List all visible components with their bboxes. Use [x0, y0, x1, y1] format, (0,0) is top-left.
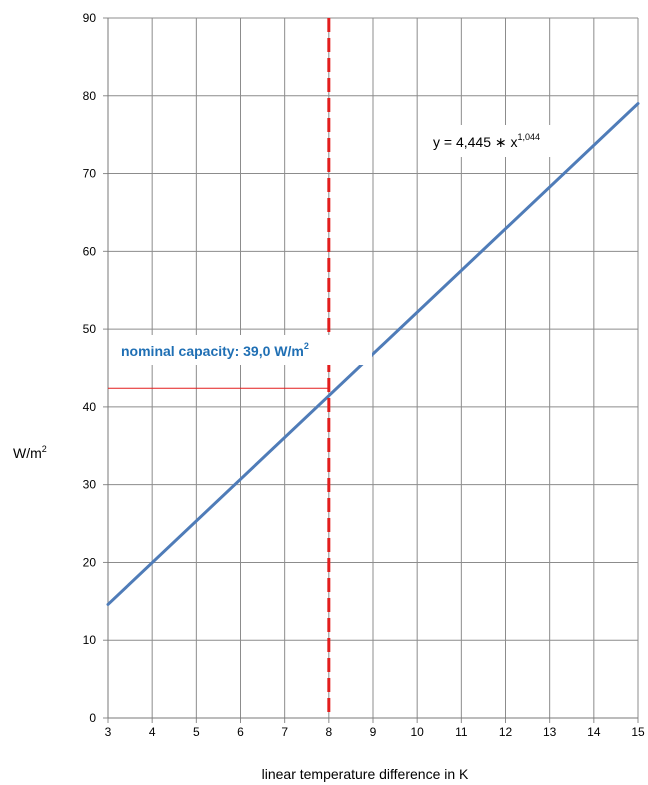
- x-tick-label: 6: [237, 725, 244, 739]
- y-tick-label: 70: [83, 167, 97, 181]
- nominal-capacity-sup: 2: [304, 341, 309, 351]
- equation-exponent: 1,044: [518, 132, 541, 142]
- x-tick-label: 7: [281, 725, 288, 739]
- y-tick-label: 20: [83, 555, 97, 569]
- x-tick-label: 15: [631, 725, 645, 739]
- y-tick-label: 60: [83, 244, 97, 258]
- y-axis-label: W/m2: [13, 444, 47, 461]
- y-tick-label: 50: [83, 322, 97, 336]
- y-tick-label: 40: [83, 400, 97, 414]
- equation-box-bg: [424, 125, 574, 157]
- y-axis-label-sup: 2: [42, 444, 47, 454]
- x-tick-label: 3: [105, 725, 112, 739]
- x-tick-label: 14: [587, 725, 601, 739]
- series-line: [106, 102, 640, 606]
- x-tick-label: 11: [455, 725, 468, 739]
- x-tick-label: 12: [499, 725, 513, 739]
- y-tick-label: 30: [83, 478, 97, 492]
- nominal-capacity-box-bg: [110, 335, 372, 365]
- x-tick-label: 4: [149, 725, 156, 739]
- x-tick-label: 13: [543, 725, 557, 739]
- y-tick-label: 10: [83, 633, 97, 647]
- y-tick-label: 80: [83, 89, 97, 103]
- y-tick-label: 90: [83, 11, 97, 25]
- x-tick-label: 8: [325, 725, 332, 739]
- y-axis-label-unit: W/m: [13, 445, 42, 461]
- y-tick-label: 0: [89, 711, 96, 725]
- x-tick-labels: 3 4 5 6 7 8 9 10 11 12 13 14 15: [105, 725, 645, 739]
- nominal-capacity-box: nominal capacity: 39,0 W/m2: [110, 335, 372, 365]
- x-tick-label: 5: [193, 725, 200, 739]
- equation-box: y = 4,445 ∗ x1,044: [424, 125, 574, 157]
- grid: [107, 17, 639, 719]
- axes: [103, 17, 639, 723]
- equation-label: y = 4,445 ∗ x1,044: [433, 132, 540, 150]
- y-tick-labels: 0 10 20 30 40 50 60 70 80 90: [83, 11, 97, 725]
- plot-area: [106, 18, 640, 718]
- nominal-capacity-label: nominal capacity: 39,0 W/m2: [121, 341, 309, 359]
- nominal-capacity-text: nominal capacity: 39,0 W/m: [121, 343, 304, 359]
- x-axis-label: linear temperature difference in K: [262, 766, 469, 782]
- x-tick-label: 10: [410, 725, 424, 739]
- equation-text: y = 4,445 ∗ x: [433, 134, 518, 150]
- x-tick-label: 9: [370, 725, 377, 739]
